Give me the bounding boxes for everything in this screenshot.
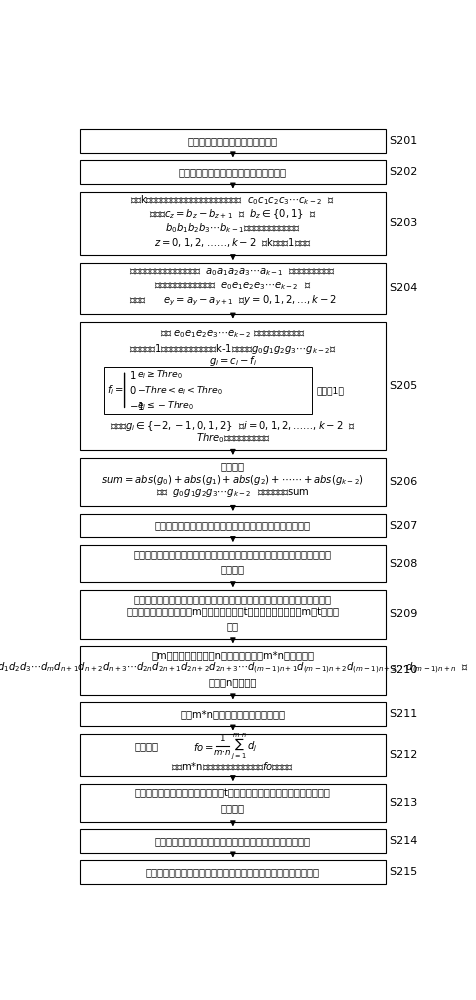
Text: 从缓存的第一数据信号序列的起始信号位置读取第二数据信号序列，其中，: 从缓存的第一数据信号序列的起始信号位置读取第二数据信号序列，其中， [134, 594, 332, 604]
Text: $1$: $1$ [129, 369, 137, 381]
Text: S204: S204 [389, 283, 417, 293]
Text: 若绝对值之和小于预设的第二门限值，则二阶差分检测成功: 若绝对值之和小于预设的第二门限值，则二阶差分检测成功 [155, 521, 311, 531]
Text: S209: S209 [389, 609, 417, 619]
Text: S205: S205 [389, 381, 417, 391]
Text: 得到一阶差分处理后的信号  $e_0e_1e_2e_3\cdots e_{k-2}$  ，: 得到一阶差分处理后的信号 $e_0e_1e_2e_3\cdots e_{k-2}… [154, 280, 311, 292]
Text: 信号位置: 信号位置 [221, 564, 245, 574]
Text: $z=0,1,2,\ldots\ldots,k-2$  ，k为大于1的整数: $z=0,1,2,\ldots\ldots,k-2$ ，k为大于1的整数 [154, 236, 311, 249]
Text: 其中，n为正整数: 其中，n为正整数 [208, 677, 257, 687]
Text: $-Thre < e_i < Thre_0$: $-Thre < e_i < Thre_0$ [137, 384, 223, 397]
Text: 根据 $e_0e_1e_2e_3\cdots e_{k-2}$ 和预设的第一门限值，: 根据 $e_0e_1e_2e_3\cdots e_{k-2}$ 和预设的第一门限… [160, 329, 306, 340]
Text: $fo=$: $fo=$ [193, 741, 214, 753]
Text: S214: S214 [389, 836, 417, 846]
Text: 对m比特前导数据进行n倍过采样，得到m*n个前导信号: 对m比特前导数据进行n倍过采样，得到m*n个前导信号 [151, 650, 314, 660]
FancyBboxPatch shape [80, 784, 386, 822]
Text: $e_i \leq -Thre_0$: $e_i \leq -Thre_0$ [137, 399, 194, 412]
Text: S210: S210 [389, 665, 417, 675]
FancyBboxPatch shape [80, 514, 386, 537]
Text: 计算  $g_0g_1g_2g_3\cdots g_{k-2}$  的绝对值之和sum: 计算 $g_0g_1g_2g_3\cdots g_{k-2}$ 的绝对值之和su… [156, 487, 309, 499]
Text: 若校准后的地址数据与预设的本地接入地址相同，则同步检测成功: 若校准后的地址数据与预设的本地接入地址相同，则同步检测成功 [146, 867, 320, 877]
Text: 对连续输入的第一数据信号序列进行缓存: 对连续输入的第一数据信号序列进行缓存 [179, 167, 287, 177]
FancyBboxPatch shape [80, 860, 386, 884]
Text: $\sum_{j=1}^{m{\cdot}n}$: $\sum_{j=1}^{m{\cdot}n}$ [231, 731, 248, 762]
Text: 计算m*n个前导信号的频偏，其中，$fo$为该频偏: 计算m*n个前导信号的频偏，其中，$fo$为该频偏 [171, 760, 294, 772]
Text: 公式（1）: 公式（1） [317, 386, 345, 395]
Text: $sum=abs(g_0)+abs(g_1)+abs(g_2)+\cdots\cdots+abs(g_{k-2})$: $sum=abs(g_0)+abs(g_1)+abs(g_2)+\cdots\c… [101, 473, 364, 487]
Text: 确定m*n个前导信号中的峰值采样点: 确定m*n个前导信号中的峰值采样点 [180, 709, 286, 719]
FancyBboxPatch shape [80, 829, 386, 853]
FancyBboxPatch shape [80, 590, 386, 639]
Text: 使用频偏对目标采样数据进行校准，得到待匹配的地址数据: 使用频偏对目标采样数据进行校准，得到待匹配的地址数据 [155, 836, 311, 846]
Text: S213: S213 [389, 798, 417, 808]
Text: 该第二数据信号序列包括m比特前导数据和t比特接入地址数据，m和t均为正: 该第二数据信号序列包括m比特前导数据和t比特接入地址数据，m和t均为正 [127, 607, 339, 617]
Text: S203: S203 [389, 218, 417, 228]
FancyBboxPatch shape [80, 702, 386, 726]
Text: 按照公式（1）得到二阶差分处理后的k-1比特信号$g_0g_1g_2g_3\cdots g_{k-2}$；: 按照公式（1）得到二阶差分处理后的k-1比特信号$g_0g_1g_2g_3\cd… [129, 342, 337, 356]
Text: $-1$: $-1$ [129, 400, 145, 412]
Text: $e_i \geq Thre_0$: $e_i \geq Thre_0$ [137, 369, 183, 381]
FancyBboxPatch shape [80, 129, 386, 153]
Text: S212: S212 [389, 750, 417, 760]
Text: $f_i=$: $f_i=$ [107, 383, 124, 397]
FancyBboxPatch shape [80, 734, 386, 776]
Text: S207: S207 [389, 521, 417, 531]
Text: 若二阶差分检测成功，则获取对第一数据信号序列进行二阶差分检测的起始: 若二阶差分检测成功，则获取对第一数据信号序列进行二阶差分检测的起始 [134, 549, 332, 559]
Text: 其中，$c_z=b_z-b_{z+1}$  ，  $b_z\in\{0,1\}$  ，: 其中，$c_z=b_z-b_{z+1}$ ， $b_z\in\{0,1\}$ ， [149, 208, 317, 221]
FancyBboxPatch shape [80, 322, 386, 450]
Text: S208: S208 [389, 559, 417, 569]
Text: S211: S211 [389, 709, 417, 719]
FancyBboxPatch shape [80, 545, 386, 582]
Text: 获取连续输入的第一数据信号序列: 获取连续输入的第一数据信号序列 [188, 136, 278, 146]
Text: $b_0b_1b_2b_3\cdots b_{k-1}$为该待匹配的目标数据，: $b_0b_1b_2b_3\cdots b_{k-1}$为该待匹配的目标数据， [165, 221, 300, 235]
Text: $g_i=c_i-f_i$: $g_i=c_i-f_i$ [209, 354, 257, 368]
FancyBboxPatch shape [80, 160, 386, 184]
Text: $0$: $0$ [129, 384, 137, 396]
Text: 采样数据: 采样数据 [221, 803, 245, 813]
Text: 其中，$g_i\in\{-2,-1,0,1,2\}$  ，$i=0,1,2,\ldots\ldots,k-2$  ，: 其中，$g_i\in\{-2,-1,0,1,2\}$ ，$i=0,1,2,\ld… [110, 419, 356, 433]
Text: $d_1d_2d_3\cdots d_md_{n+1}d_{n+2}d_{n+3}\cdots d_{2n}d_{2n+1}d_{2n+2}d_{2n+3}\c: $d_1d_2d_3\cdots d_md_{n+1}d_{n+2}d_{n+3… [0, 661, 469, 676]
Text: $d_j$: $d_j$ [247, 739, 258, 754]
Text: 1: 1 [219, 734, 225, 743]
Text: S215: S215 [389, 867, 417, 877]
FancyBboxPatch shape [80, 458, 386, 506]
Text: 整数: 整数 [227, 621, 239, 631]
FancyBboxPatch shape [104, 367, 312, 414]
Text: 按照公式: 按照公式 [221, 462, 245, 472]
Text: S202: S202 [389, 167, 417, 177]
Text: 对连续输入的第一数据信号序列  $a_0a_1a_2a_3\cdots a_{k-1}$  进行一阶差分处理，: 对连续输入的第一数据信号序列 $a_0a_1a_2a_3\cdots a_{k-… [129, 266, 337, 278]
Text: $m{\cdot}n$: $m{\cdot}n$ [213, 748, 231, 757]
FancyBboxPatch shape [80, 646, 386, 695]
Text: 按照峰值采样点对应的采样位置对t比特接入地址数据进行采样，得到目标: 按照峰值采样点对应的采样位置对t比特接入地址数据进行采样，得到目标 [135, 789, 331, 799]
Text: S206: S206 [389, 477, 417, 487]
Text: $Thre_0$为预设的第一门限值: $Thre_0$为预设的第一门限值 [196, 431, 270, 445]
Text: 按照公式: 按照公式 [135, 741, 159, 751]
FancyBboxPatch shape [80, 263, 386, 314]
Text: 其中，      $e_y=a_y-a_{y+1}$  ，$y=0,1,2,\ldots,k-2$: 其中， $e_y=a_y-a_{y+1}$ ，$y=0,1,2,\ldots,k… [129, 293, 337, 308]
Text: 获取k比特待匹配的目标数据的一阶差分处理结果  $c_0c_1c_2c_3\cdots c_{k-2}$  ，: 获取k比特待匹配的目标数据的一阶差分处理结果 $c_0c_1c_2c_3\cdo… [130, 194, 335, 207]
FancyBboxPatch shape [80, 192, 386, 255]
Text: S201: S201 [389, 136, 417, 146]
